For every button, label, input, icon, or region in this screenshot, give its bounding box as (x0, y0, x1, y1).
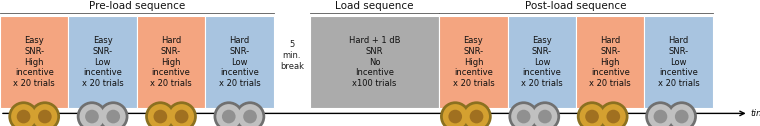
Text: Post-load sequence: Post-load sequence (525, 1, 627, 11)
Ellipse shape (238, 104, 262, 126)
Text: Hard + 1 dB
SNR
No
Incentive
x100 trials: Hard + 1 dB SNR No Incentive x100 trials (349, 36, 401, 88)
Ellipse shape (148, 104, 173, 126)
Bar (576, 16, 644, 108)
Ellipse shape (106, 110, 120, 123)
Ellipse shape (654, 110, 667, 123)
Ellipse shape (448, 110, 462, 123)
Ellipse shape (166, 101, 197, 126)
Ellipse shape (670, 104, 694, 126)
Ellipse shape (77, 101, 107, 126)
Ellipse shape (675, 110, 689, 123)
Ellipse shape (508, 101, 539, 126)
Text: Load sequence: Load sequence (335, 1, 414, 11)
Bar (68, 16, 137, 108)
Ellipse shape (169, 104, 194, 126)
Text: Hard
SNR-
Low
incentive
x 20 trials: Hard SNR- Low incentive x 20 trials (219, 36, 260, 88)
Text: Easy
SNR-
Low
incentive
x 20 trials: Easy SNR- Low incentive x 20 trials (82, 36, 123, 88)
Ellipse shape (533, 104, 557, 126)
Ellipse shape (214, 101, 244, 126)
Ellipse shape (580, 104, 604, 126)
Ellipse shape (601, 104, 625, 126)
Ellipse shape (440, 101, 470, 126)
Ellipse shape (577, 101, 607, 126)
Text: Easy
SNR-
High
incentive
x 20 trials: Easy SNR- High incentive x 20 trials (14, 36, 55, 88)
Ellipse shape (464, 104, 489, 126)
Ellipse shape (585, 110, 599, 123)
Text: time: time (751, 109, 760, 118)
Ellipse shape (598, 101, 629, 126)
Bar (205, 16, 274, 108)
Ellipse shape (145, 101, 176, 126)
Ellipse shape (470, 110, 483, 123)
Ellipse shape (8, 101, 39, 126)
Text: 5
min.
break: 5 min. break (280, 40, 304, 71)
Ellipse shape (154, 110, 167, 123)
Ellipse shape (606, 110, 620, 123)
Ellipse shape (243, 110, 257, 123)
Bar (0, 16, 68, 108)
Ellipse shape (101, 104, 125, 126)
Ellipse shape (443, 104, 467, 126)
Text: Easy
SNR-
Low
incentive
x 20 trials: Easy SNR- Low incentive x 20 trials (521, 36, 562, 88)
Ellipse shape (530, 101, 560, 126)
Bar (644, 16, 713, 108)
Ellipse shape (517, 110, 530, 123)
Ellipse shape (217, 104, 241, 126)
Text: Hard
SNR-
High
incentive
x 20 trials: Hard SNR- High incentive x 20 trials (150, 36, 192, 88)
Ellipse shape (235, 101, 265, 126)
Ellipse shape (511, 104, 536, 126)
Bar (439, 16, 508, 108)
Ellipse shape (538, 110, 552, 123)
Ellipse shape (33, 104, 57, 126)
Text: Pre-load sequence: Pre-load sequence (89, 1, 185, 11)
Ellipse shape (17, 110, 30, 123)
Ellipse shape (80, 104, 104, 126)
Ellipse shape (461, 101, 492, 126)
Ellipse shape (85, 110, 99, 123)
Ellipse shape (38, 110, 52, 123)
Ellipse shape (98, 101, 128, 126)
Bar (310, 16, 439, 108)
Text: Easy
SNR-
High
incentive
x 20 trials: Easy SNR- High incentive x 20 trials (453, 36, 494, 88)
Bar (137, 16, 205, 108)
Ellipse shape (648, 104, 673, 126)
Text: Hard
SNR-
High
incentive
x 20 trials: Hard SNR- High incentive x 20 trials (590, 36, 631, 88)
Ellipse shape (645, 101, 676, 126)
Bar (508, 16, 576, 108)
Ellipse shape (30, 101, 60, 126)
Text: Hard
SNR-
Low
incentive
x 20 trials: Hard SNR- Low incentive x 20 trials (658, 36, 699, 88)
Ellipse shape (11, 104, 36, 126)
Ellipse shape (175, 110, 188, 123)
Ellipse shape (222, 110, 236, 123)
Ellipse shape (667, 101, 697, 126)
